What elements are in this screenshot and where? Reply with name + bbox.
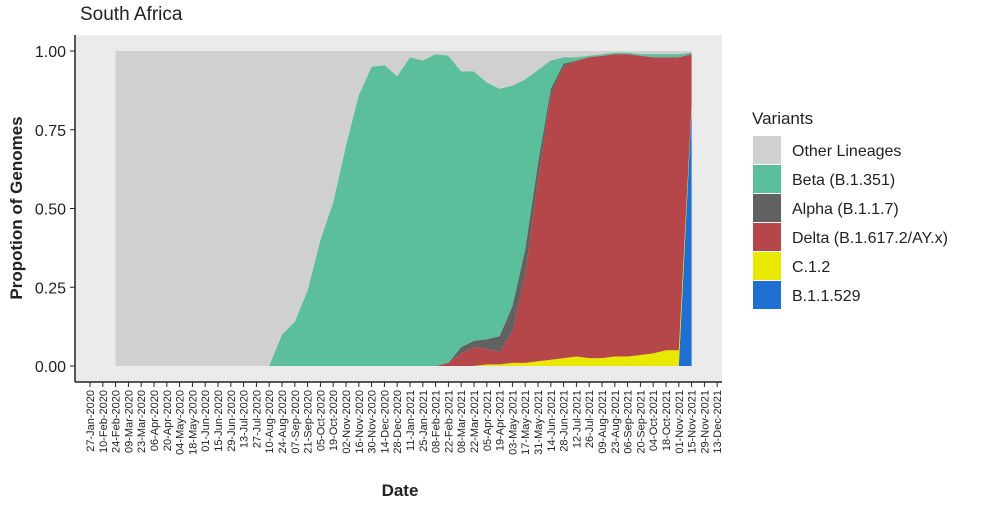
x-tick-label: 30-Nov-2020 — [367, 390, 379, 454]
x-tick-label: 31-May-2021 — [533, 390, 545, 455]
y-tick-label: 0.50 — [35, 202, 66, 219]
x-tick-label: 17-May-2021 — [520, 390, 532, 455]
x-tick-label: 18-May-2020 — [187, 390, 199, 455]
x-tick-label: 16-Nov-2020 — [354, 390, 366, 454]
x-tick-label: 24-Feb-2020 — [111, 390, 123, 453]
x-tick-label: 28-Jun-2021 — [559, 390, 571, 452]
x-tick-label: 07-Sep-2020 — [290, 390, 302, 454]
x-tick-label: 13-Jul-2020 — [239, 390, 251, 448]
x-tick-label: 01-Nov-2021 — [674, 390, 686, 454]
x-tick-label: 24-Aug-2020 — [277, 390, 289, 454]
area — [115, 51, 692, 366]
x-tick-label: 02-Nov-2020 — [341, 390, 353, 454]
x-tick-label: 14-Dec-2020 — [379, 390, 391, 454]
x-tick-label: 27-Jan-2020 — [85, 390, 97, 452]
x-tick-label: 22-Feb-2021 — [443, 390, 455, 453]
chart-title: South Africa — [80, 4, 183, 25]
x-tick-label: 19-Oct-2020 — [328, 390, 340, 451]
y-tick-label: 1.00 — [35, 44, 66, 61]
x-tick-label: 09-Mar-2020 — [123, 390, 135, 453]
legend-label: C.1.2 — [792, 259, 830, 276]
legend-label: Delta (B.1.617.2/AY.x) — [792, 230, 948, 247]
x-tick-label: 28-Dec-2020 — [392, 390, 404, 454]
x-axis-title: Date — [382, 481, 419, 500]
x-tick-label: 15-Nov-2021 — [687, 390, 699, 454]
legend-label: Other Lineages — [792, 143, 901, 160]
legend-key — [753, 194, 781, 222]
legend-label: B.1.1.529 — [792, 288, 861, 305]
x-tick-label: 27-Jul-2020 — [251, 390, 263, 448]
x-tick-label: 08-Mar-2021 — [456, 390, 468, 453]
x-tick-label: 29-Nov-2021 — [699, 390, 711, 454]
y-tick-label: 0.00 — [35, 359, 66, 376]
x-tick-label: 20-Apr-2020 — [162, 390, 174, 451]
x-tick-label: 21-Sep-2020 — [303, 390, 315, 454]
area — [115, 54, 692, 367]
legend-key — [753, 165, 781, 193]
x-tick-label: 23-Mar-2020 — [136, 390, 148, 453]
x-tick-label: 29-Jun-2020 — [226, 390, 238, 452]
legend-label: Alpha (B.1.1.7) — [792, 201, 899, 218]
x-tick-label: 13-Dec-2021 — [712, 390, 724, 454]
x-tick-label: 06-Sep-2021 — [623, 390, 635, 454]
legend-label: Beta (B.1.351) — [792, 172, 895, 189]
area — [115, 52, 692, 366]
legend-key — [753, 252, 781, 280]
x-tick-label: 06-Apr-2020 — [149, 390, 161, 451]
x-tick-label: 12-Jul-2021 — [571, 390, 583, 448]
x-tick-label: 11-Jan-2021 — [405, 390, 417, 451]
x-tick-label: 04-Oct-2021 — [648, 390, 660, 451]
x-tick-label: 03-May-2021 — [507, 390, 519, 455]
legend-title: Variants — [752, 109, 813, 128]
x-tick-label: 15-Jun-2020 — [213, 390, 225, 452]
y-tick-label: 0.75 — [35, 123, 66, 140]
y-tick-label: 0.25 — [35, 280, 66, 297]
x-tick-label: 05-Apr-2021 — [482, 390, 494, 451]
x-tick-label: 01-Jun-2020 — [200, 390, 212, 452]
x-tick-label: 09-Aug-2021 — [597, 390, 609, 454]
x-tick-label: 14-Jun-2021 — [546, 390, 558, 452]
x-tick-label: 22-Mar-2021 — [469, 390, 481, 453]
x-tick-label: 10-Aug-2020 — [264, 390, 276, 454]
legend-key — [753, 223, 781, 251]
x-tick-label: 23-Aug-2021 — [610, 390, 622, 454]
x-tick-label: 10-Feb-2020 — [98, 390, 110, 453]
x-tick-label: 19-Apr-2021 — [495, 390, 507, 451]
x-tick-label: 18-Oct-2021 — [661, 390, 673, 451]
legend-key — [753, 281, 781, 309]
legend-key — [753, 136, 781, 164]
x-tick-label: 04-May-2020 — [175, 390, 187, 455]
x-tick-label: 20-Sep-2021 — [635, 390, 647, 454]
x-tick-label: 08-Feb-2021 — [431, 390, 443, 453]
x-tick-label: 26-Jul-2021 — [584, 390, 596, 448]
x-tick-label: 25-Jan-2021 — [418, 390, 430, 452]
y-axis-title: Propotion of Genomes — [7, 116, 26, 299]
x-tick-label: 05-Oct-2020 — [315, 390, 327, 451]
